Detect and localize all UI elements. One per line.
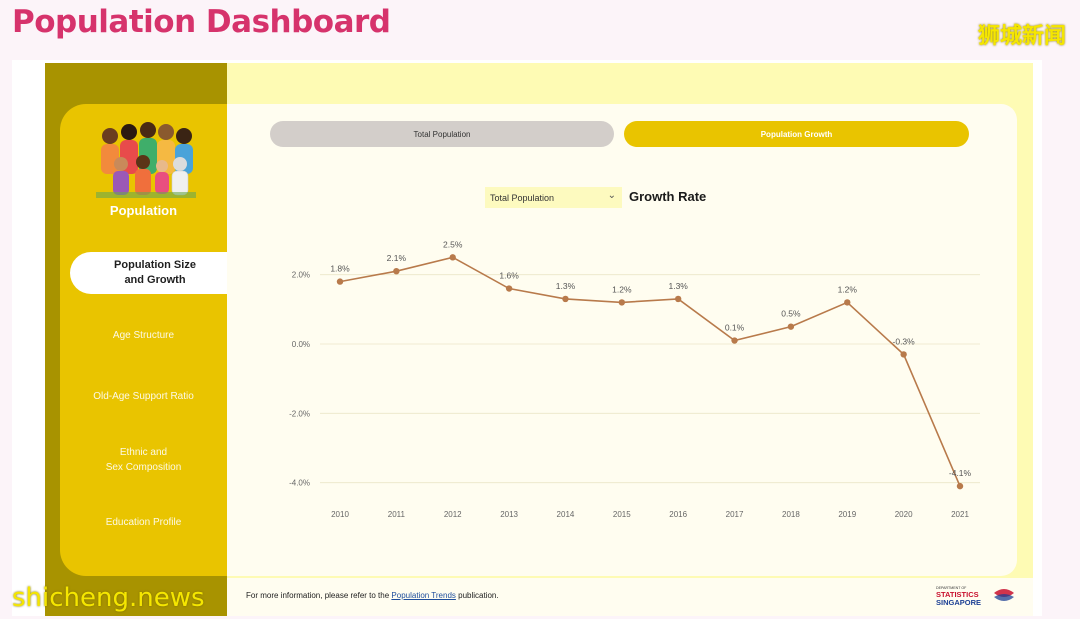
x-tick-label: 2014 xyxy=(557,510,575,519)
growth-rate-line-chart: 2.0% 0.0% -2.0% -4.0% 2010 2011 2012 2013 2014 20… xyxy=(289,239,980,519)
x-tick-label: 2015 xyxy=(613,510,631,519)
data-label: 1.2% xyxy=(838,284,858,294)
data-point xyxy=(449,254,456,261)
data-point xyxy=(956,482,964,490)
content-card xyxy=(227,104,1017,576)
x-tick-label: 2019 xyxy=(838,510,856,519)
series-line xyxy=(339,256,961,487)
series-dropdown[interactable]: Total Population ⌄ xyxy=(485,187,622,208)
data-label: 0.5% xyxy=(781,309,801,319)
footer-prefix: For more information, please refer to th… xyxy=(246,591,392,600)
logo-line3: SINGAPORE xyxy=(936,598,981,607)
data-point xyxy=(562,295,569,303)
data-point xyxy=(787,323,795,330)
nav-item-education-profile[interactable]: Education Profile xyxy=(105,517,182,528)
x-tick-label: 2010 xyxy=(331,510,349,519)
x-tick-label: 2018 xyxy=(782,510,800,519)
x-tick-label: 2016 xyxy=(669,510,687,519)
population-trends-link[interactable]: Population Trends xyxy=(391,591,456,600)
nav-item-label: Population Size and Growth xyxy=(114,259,196,286)
x-tick-label: 2011 xyxy=(388,510,406,519)
total-population-button[interactable]: Total Population xyxy=(270,121,614,147)
x-tick-label: 2021 xyxy=(951,510,969,519)
nav-item-old-age-support-ratio[interactable]: Old-Age Support Ratio xyxy=(93,391,194,402)
data-label: 1.2% xyxy=(612,284,632,294)
dropdown-selected-value: Total Population xyxy=(490,192,555,203)
data-label: 2.5% xyxy=(443,239,463,249)
data-point xyxy=(618,299,626,306)
nav-item-ethnic-sex-composition[interactable]: Ethnic and Sex Composition xyxy=(105,447,182,473)
logo-line1: DEPARTMENT OF xyxy=(936,586,967,590)
nav-item-population-size-growth[interactable]: Population Size and Growth xyxy=(70,252,240,294)
data-label: 1.6% xyxy=(499,271,519,281)
data-label: 1.3% xyxy=(556,281,576,291)
data-label: 1.8% xyxy=(330,264,350,274)
data-point xyxy=(900,351,907,358)
chart-title: Growth Rate xyxy=(629,189,707,204)
footer-text: For more information, please refer to th… xyxy=(246,591,499,600)
data-point xyxy=(393,268,400,275)
data-label: 0.1% xyxy=(725,323,745,333)
y-tick-label: 2.0% xyxy=(292,271,310,280)
data-label: 2.1% xyxy=(387,253,407,263)
footer-bar xyxy=(227,578,1033,616)
y-tick-label: -2.0% xyxy=(289,409,310,418)
data-point xyxy=(505,285,513,292)
people-illustration-icon xyxy=(96,122,196,198)
watermark-bottom-left: shicheng.news xyxy=(12,583,205,613)
y-tick-label: -4.0% xyxy=(289,479,310,488)
data-point xyxy=(336,278,344,285)
data-label: -4.1% xyxy=(949,468,972,478)
statistics-singapore-logo: DEPARTMENT OF STATISTICS SINGAPORE xyxy=(936,586,1014,607)
data-label: -0.3% xyxy=(893,336,916,346)
footer-suffix: publication. xyxy=(455,591,499,600)
x-tick-label: 2017 xyxy=(726,510,744,519)
y-tick-label: 0.0% xyxy=(292,340,310,349)
data-point xyxy=(731,337,738,344)
data-point xyxy=(674,295,682,303)
x-tick-label: 2013 xyxy=(500,510,518,519)
x-tick-label: 2012 xyxy=(444,510,462,519)
sidebar-heading: Population xyxy=(109,203,178,218)
x-tick-label: 2020 xyxy=(895,510,913,519)
population-growth-button[interactable]: Population Growth xyxy=(624,121,969,147)
logo-line2: STATISTICS xyxy=(936,590,979,599)
chevron-down-icon: ⌄ xyxy=(607,190,616,201)
nav-item-age-structure[interactable]: Age Structure xyxy=(112,330,175,341)
page-title: Population Dashboard xyxy=(12,4,391,40)
data-point xyxy=(844,299,851,306)
watermark-top-right: 狮城新闻 xyxy=(977,24,1066,49)
data-label: 1.3% xyxy=(668,281,688,291)
